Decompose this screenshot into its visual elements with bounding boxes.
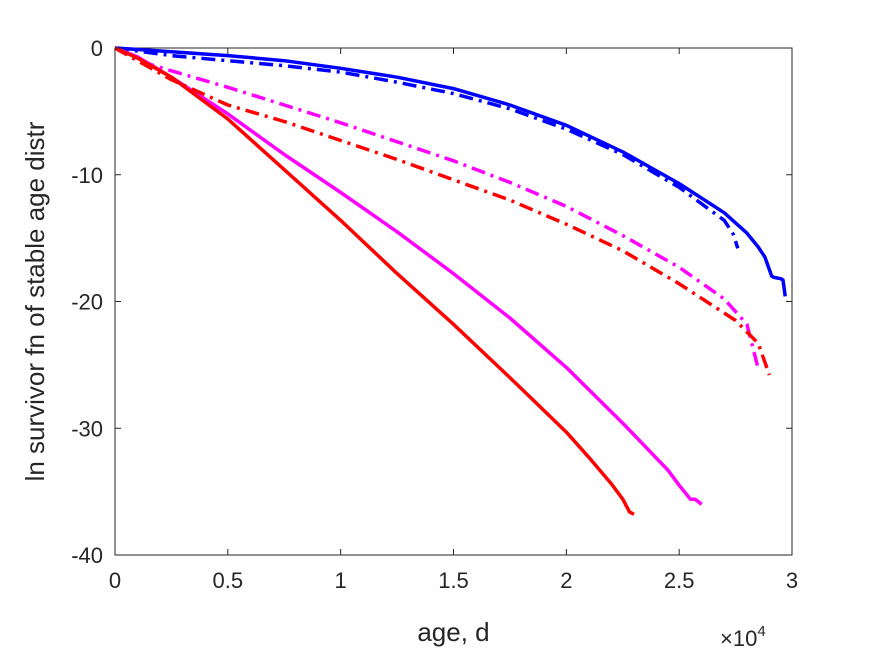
x-tick-label: 0 xyxy=(109,568,121,593)
x-tick-label: 0.5 xyxy=(213,568,244,593)
series-line-3 xyxy=(114,46,703,506)
x-tick-label: 2 xyxy=(560,568,572,593)
x-multiplier-label: ×10 xyxy=(720,626,757,651)
y-axis-label: ln survivor fn of stable age distr xyxy=(20,121,50,481)
x-multiplier-exponent: 4 xyxy=(757,623,765,640)
y-tick-label: -30 xyxy=(71,416,103,441)
x-exponent-label: ×104 xyxy=(720,623,766,651)
y-tick-label: -40 xyxy=(71,543,103,568)
series-layer xyxy=(114,46,787,516)
y-tick-label: -20 xyxy=(71,290,103,315)
series-line-6 xyxy=(114,46,772,376)
x-tick-label: 2.5 xyxy=(664,568,695,593)
y-tick-label: 0 xyxy=(91,36,103,61)
x-axis-label: age, d xyxy=(417,617,489,647)
plot-area xyxy=(114,47,793,556)
x-tick-label: 3 xyxy=(786,568,798,593)
series-line-4 xyxy=(114,46,760,370)
x-tick-label: 1.5 xyxy=(438,568,469,593)
tick-layer: 0 0.5 1 1.5 2 2.5 3 0 -10 -20 -30 -40 xyxy=(71,36,798,593)
x-tick-label: 1 xyxy=(335,568,347,593)
series-line-5 xyxy=(114,46,635,516)
series-line-1 xyxy=(114,46,787,297)
y-tick-label: -10 xyxy=(71,163,103,188)
